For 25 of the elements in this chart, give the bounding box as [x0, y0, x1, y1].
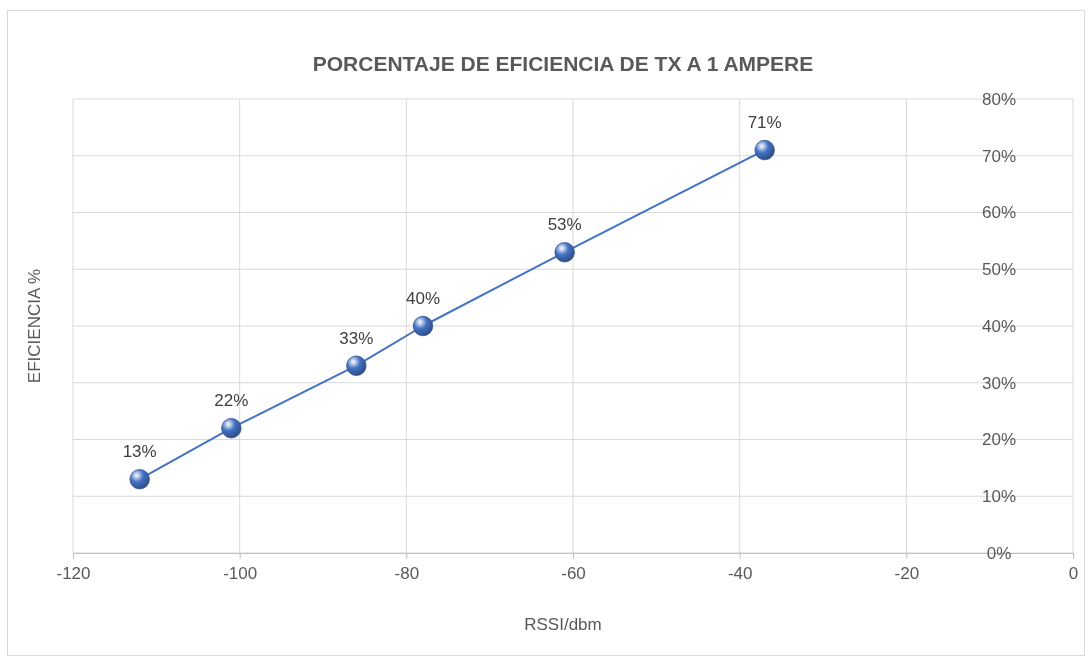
y-tick-label: 70% [981, 146, 1017, 166]
y-axis-title: EFICIENCIA % [25, 268, 44, 384]
x-axis-title: RSSI/dbm [524, 615, 602, 634]
y-tick-label: 20% [981, 430, 1017, 450]
y-tick-label: 10% [981, 487, 1017, 507]
x-tick-label: -100 [223, 564, 258, 584]
chart-title: PORCENTAJE DE EFICIENCIA DE TX A 1 AMPERE [312, 52, 814, 75]
y-tick-label: 0% [986, 543, 1012, 563]
x-tick-label: -60 [561, 564, 586, 584]
data-label: 53% [547, 215, 582, 235]
data-label: 71% [747, 113, 782, 133]
x-tick-label: -40 [727, 564, 753, 584]
data-label: 22% [214, 391, 249, 411]
data-label: 40% [405, 289, 441, 308]
x-tick-label: -120 [56, 564, 91, 584]
data-label: 33% [339, 328, 374, 348]
data-label: 13% [122, 442, 157, 462]
x-tick-label: -20 [894, 564, 920, 584]
x-tick-label: 0 [1068, 564, 1079, 584]
y-tick-label: 30% [981, 373, 1017, 393]
x-tick-label: -80 [394, 564, 420, 584]
y-tick-label: 40% [981, 316, 1017, 336]
y-tick-label: 80% [981, 89, 1017, 109]
y-tick-label: 60% [981, 203, 1017, 223]
y-tick-label: 50% [981, 260, 1017, 280]
